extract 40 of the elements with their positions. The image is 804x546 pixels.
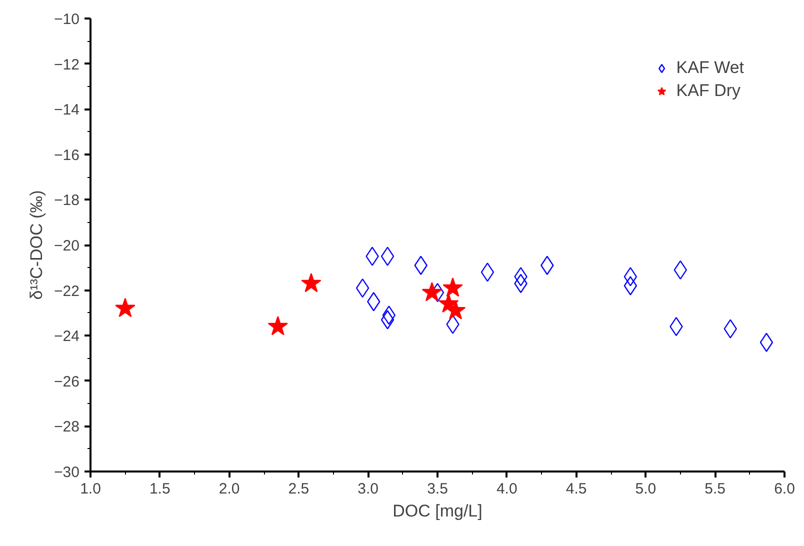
point xyxy=(624,276,638,296)
point xyxy=(380,246,394,266)
y-tick-label: −26 xyxy=(54,373,80,390)
point xyxy=(445,300,466,320)
x-tick-label: 1.5 xyxy=(149,480,170,498)
y-tick-label: −20 xyxy=(54,238,80,254)
y-tick-label: −22 xyxy=(54,282,80,300)
x-tick-label: 4.0 xyxy=(496,480,518,498)
y-tick-label: −12 xyxy=(54,56,80,74)
x-tick-label: 1.0 xyxy=(80,480,101,498)
x-tick-label: 2.5 xyxy=(288,480,310,498)
point xyxy=(301,272,322,292)
y-tick-label: −30 xyxy=(54,464,80,481)
y-tick-label: −14 xyxy=(54,102,80,119)
y-tick-label: −18 xyxy=(54,192,80,210)
point xyxy=(356,278,370,298)
point xyxy=(442,277,463,297)
y-tick-label: −24 xyxy=(54,328,80,346)
y-tick-label: −28 xyxy=(54,418,80,436)
point xyxy=(380,310,394,330)
x-tick-label: 3.0 xyxy=(358,480,379,498)
x-tick-label: 5.0 xyxy=(635,480,656,498)
x-tick-label: 3.5 xyxy=(427,480,448,498)
x-axis-title: DOC [mg/L] xyxy=(392,502,482,520)
y-tick-label: −10 xyxy=(54,11,80,28)
point xyxy=(268,316,288,336)
y-axis-title: δ¹³C-DOC (‰) xyxy=(27,190,46,300)
point xyxy=(760,332,774,352)
x-tick-label: 2.0 xyxy=(218,480,240,498)
point xyxy=(480,262,494,282)
point xyxy=(115,298,136,318)
x-tick-label: 5.5 xyxy=(704,480,726,498)
point xyxy=(382,306,396,325)
x-tick-label: 6.0 xyxy=(774,480,795,498)
legend-label: KAF Dry xyxy=(676,81,741,101)
y-tick-label: −16 xyxy=(54,146,80,164)
point xyxy=(624,267,638,286)
point xyxy=(422,282,442,302)
legend-label: KAF Wet xyxy=(676,58,744,78)
x-tick-label: 4.5 xyxy=(566,480,587,498)
